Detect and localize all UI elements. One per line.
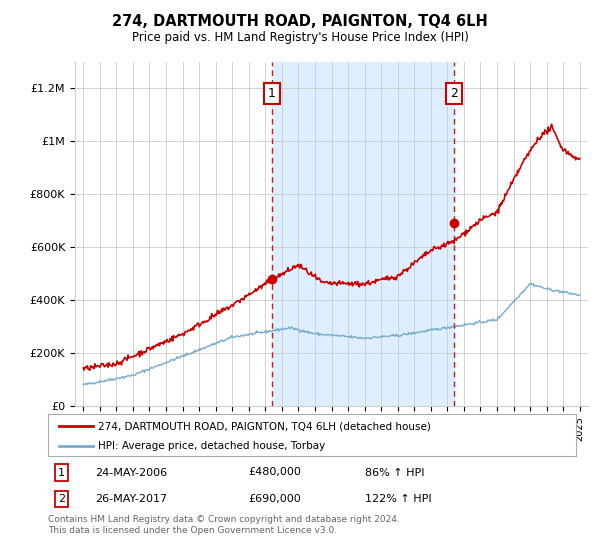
Text: 274, DARTMOUTH ROAD, PAIGNTON, TQ4 6LH: 274, DARTMOUTH ROAD, PAIGNTON, TQ4 6LH: [112, 14, 488, 29]
Text: 122% ↑ HPI: 122% ↑ HPI: [365, 494, 431, 504]
Text: 26-MAY-2017: 26-MAY-2017: [95, 494, 167, 504]
Text: £690,000: £690,000: [248, 494, 301, 504]
Text: 2: 2: [450, 87, 458, 100]
Text: 274, DARTMOUTH ROAD, PAIGNTON, TQ4 6LH (detached house): 274, DARTMOUTH ROAD, PAIGNTON, TQ4 6LH (…: [98, 421, 431, 431]
Text: HPI: Average price, detached house, Torbay: HPI: Average price, detached house, Torb…: [98, 441, 325, 451]
Bar: [272, 62, 454, 406]
Text: 2: 2: [58, 494, 65, 504]
Text: 24-MAY-2006: 24-MAY-2006: [95, 468, 167, 478]
Text: 1: 1: [268, 87, 276, 100]
Text: Contains HM Land Registry data © Crown copyright and database right 2024.
This d: Contains HM Land Registry data © Crown c…: [48, 515, 400, 535]
Text: 1: 1: [58, 468, 65, 478]
Text: £480,000: £480,000: [248, 468, 302, 478]
Text: Price paid vs. HM Land Registry's House Price Index (HPI): Price paid vs. HM Land Registry's House …: [131, 31, 469, 44]
Text: 86% ↑ HPI: 86% ↑ HPI: [365, 468, 424, 478]
